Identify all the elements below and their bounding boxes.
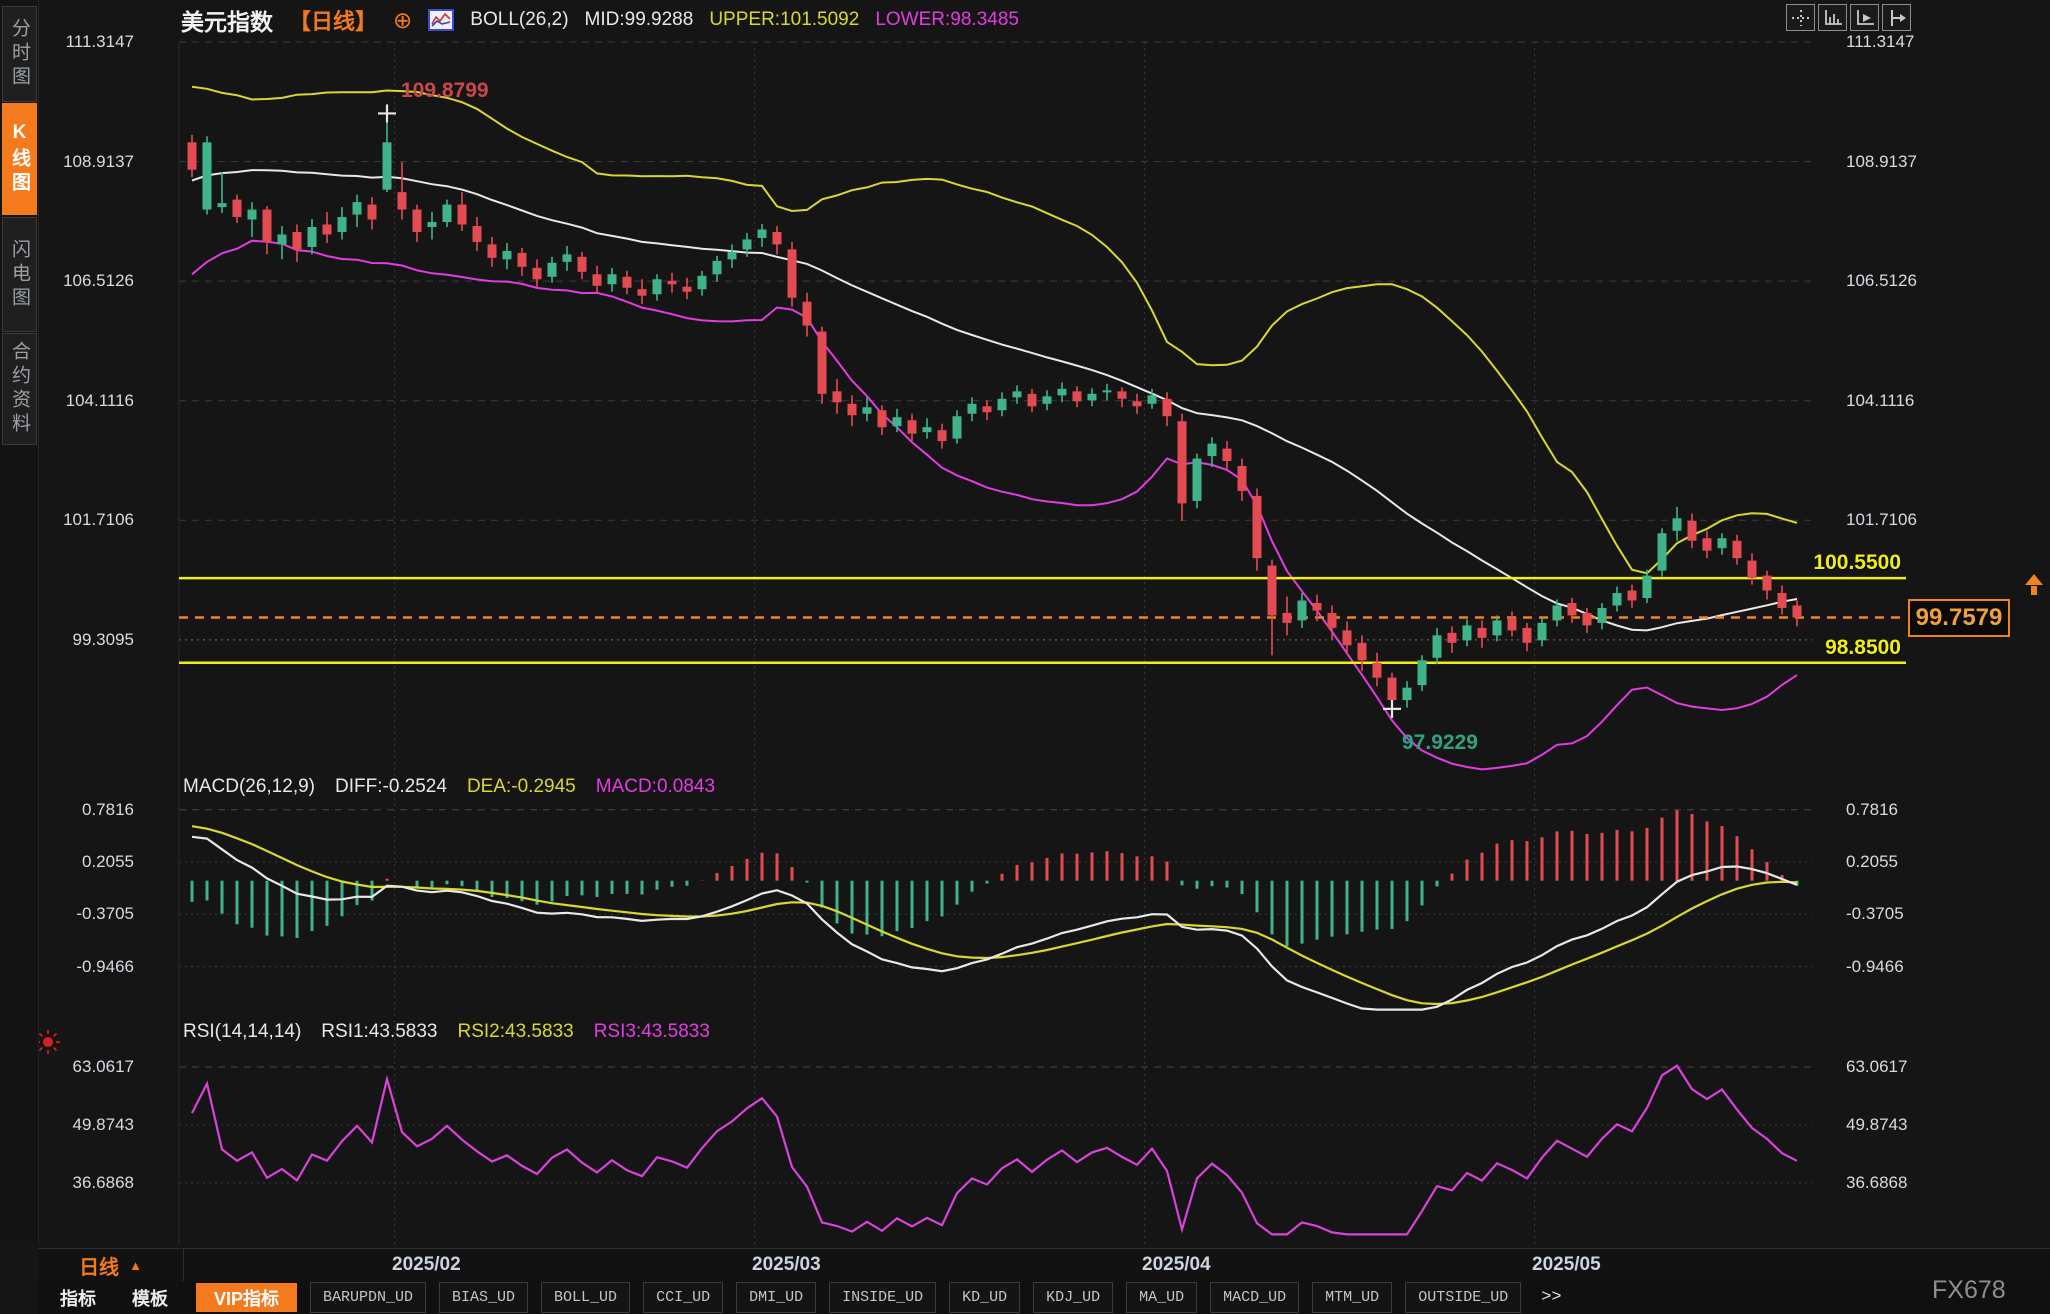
- bottom-tab-15[interactable]: OUTSIDE_UD: [1405, 1282, 1522, 1313]
- bottom-tab-7[interactable]: CCI_UD: [643, 1282, 724, 1313]
- price-tick-right: 108.9137: [1846, 151, 1917, 171]
- watermark: FX678: [1932, 1276, 2006, 1304]
- scale-axis-icon[interactable]: [1818, 4, 1847, 31]
- indicator-tab-bar: 指标 模板 VIP指标 BARUPDN_UD BIAS_UD BOLL_UD CCI_UD D…: [38, 1281, 2050, 1314]
- macd-title: MACD(26,12,9): [183, 776, 315, 797]
- price-tick-left: 99.3095: [72, 629, 134, 649]
- symbol-title: 美元指数: [181, 9, 273, 35]
- boll-mid-value: MID:99.9288: [584, 9, 694, 30]
- bottom-tab-2[interactable]: 模板: [132, 1288, 168, 1309]
- rsi-tick-right: 36.6868: [1846, 1173, 1908, 1193]
- bottom-tab-11[interactable]: KDJ_UD: [1033, 1282, 1114, 1313]
- price-tick-right: 111.3147: [1846, 32, 1915, 51]
- support-price-label: 98.8500: [1825, 635, 1901, 659]
- macd-tick-left: -0.3705: [76, 904, 134, 924]
- boll-lower-value: LOWER:98.3485: [875, 9, 1019, 30]
- macd-tick-left: 0.7816: [82, 799, 134, 819]
- rsi-title: RSI(14,14,14): [183, 1021, 302, 1042]
- current-price-value: 99.7579: [1915, 603, 2003, 631]
- bottom-tab-4[interactable]: BARUPDN_UD: [310, 1282, 427, 1313]
- price-up-arrow-icon: [2024, 573, 2044, 602]
- price-tick-right: 104.1116: [1846, 390, 1915, 410]
- rsi2-value: RSI2:43.5833: [457, 1021, 574, 1042]
- macd-tick-right: -0.3705: [1846, 904, 1904, 924]
- current-price-tag: 99.7579: [1908, 598, 2010, 637]
- rsi-tick-left: 49.8743: [72, 1115, 134, 1134]
- macd-macd-value: MACD:0.0843: [595, 776, 716, 797]
- resistance-price-label: 100.5500: [1813, 551, 1901, 575]
- macd-tick-right: 0.7816: [1846, 799, 1898, 819]
- sidebar-tab-1[interactable]: 分时图: [2, 6, 37, 102]
- period-tag[interactable]: 【日线】: [289, 9, 378, 34]
- price-tick-left: 108.9137: [63, 151, 134, 171]
- more-tabs-button[interactable]: >>: [1541, 1288, 1562, 1307]
- sidebar-tab-4[interactable]: 合约资料: [2, 333, 37, 445]
- rsi-tick-left: 36.6868: [72, 1173, 134, 1193]
- mini-chart-icon[interactable]: [428, 9, 455, 31]
- price-tick-left: 111.3147: [65, 32, 134, 51]
- add-compare-icon[interactable]: ⊕: [393, 7, 413, 33]
- move-crosshair-icon[interactable]: [1786, 4, 1815, 31]
- chart-header: 美元指数 【日线】 ⊕ BOLL(26,2) MID:99.9288 UPPER…: [181, 4, 1019, 36]
- macd-pane-header: MACD(26,12,9) DIFF:-0.2524 DEA:-0.2945 M…: [183, 776, 715, 798]
- macd-tick-left: 0.2055: [82, 852, 134, 872]
- x-axis-month-label: 2025/05: [1532, 1254, 1601, 1275]
- period-dropdown-icon: ▲: [129, 1258, 142, 1273]
- rsi-tick-right: 63.0617: [1846, 1056, 1908, 1076]
- bottom-tab-12[interactable]: MA_UD: [1126, 1282, 1198, 1313]
- bottom-tab-14[interactable]: MTM_UD: [1312, 1282, 1393, 1313]
- x-axis-month-label: 2025/04: [1142, 1254, 1211, 1275]
- price-tick-right: 101.7106: [1846, 510, 1917, 530]
- rsi3-value: RSI3:43.5833: [593, 1021, 710, 1042]
- boll-upper-value: UPPER:101.5092: [709, 9, 860, 30]
- price-tick-left: 106.5126: [63, 271, 134, 291]
- macd-tick-right: -0.9466: [1846, 956, 1904, 976]
- bottom-tab-3[interactable]: VIP指标: [196, 1283, 298, 1312]
- low-price-label: 97.9229: [1402, 730, 1478, 754]
- rsi-pane-header: RSI(14,14,14) RSI1:43.5833 RSI2:43.5833 …: [183, 1021, 710, 1043]
- toolbar: [1786, 4, 1911, 31]
- price-tick-right: 106.5126: [1846, 271, 1917, 291]
- x-axis-row: 日线 ▲ 2025/02 2025/03 2025/04 2025/05: [38, 1248, 2050, 1283]
- bottom-tab-6[interactable]: BOLL_UD: [541, 1282, 631, 1313]
- x-axis-month-label: 2025/03: [752, 1254, 821, 1275]
- sidebar-tab-3[interactable]: 闪电图: [2, 217, 37, 332]
- period-selector[interactable]: 日线 ▲: [38, 1249, 184, 1282]
- price-tick-left: 101.7106: [63, 510, 134, 530]
- rsi1-value: RSI1:43.5833: [321, 1021, 438, 1042]
- rsi-tick-left: 63.0617: [72, 1056, 134, 1076]
- period-label: 日线: [79, 1257, 120, 1279]
- bottom-tab-9[interactable]: INSIDE_UD: [829, 1282, 937, 1313]
- x-axis-month-label: 2025/02: [392, 1254, 461, 1275]
- price-tick-left: 104.1116: [65, 390, 134, 410]
- boll-indicator-label: BOLL(26,2): [470, 9, 569, 30]
- macd-diff-value: DIFF:-0.2524: [335, 776, 447, 797]
- rsi-tick-right: 49.8743: [1846, 1115, 1908, 1134]
- bottom-tab-1[interactable]: 指标: [60, 1288, 96, 1309]
- bottom-tab-8[interactable]: DMI_UD: [736, 1282, 817, 1313]
- macd-dea-value: DEA:-0.2945: [466, 776, 576, 797]
- high-price-label: 109.8799: [401, 79, 489, 103]
- bottom-tab-13[interactable]: MACD_UD: [1210, 1282, 1300, 1313]
- bottom-tab-10[interactable]: KD_UD: [949, 1282, 1021, 1313]
- bottom-tab-5[interactable]: BIAS_UD: [439, 1282, 529, 1313]
- macd-tick-left: -0.9466: [76, 956, 134, 976]
- macd-tick-right: 0.2055: [1846, 852, 1898, 872]
- pointer-axis-icon[interactable]: [1850, 4, 1879, 31]
- exit-right-icon[interactable]: [1882, 4, 1911, 31]
- sidebar: 分时图 K线图 闪电图 合约资料: [0, 0, 39, 1245]
- sidebar-tab-2[interactable]: K线图: [2, 103, 37, 215]
